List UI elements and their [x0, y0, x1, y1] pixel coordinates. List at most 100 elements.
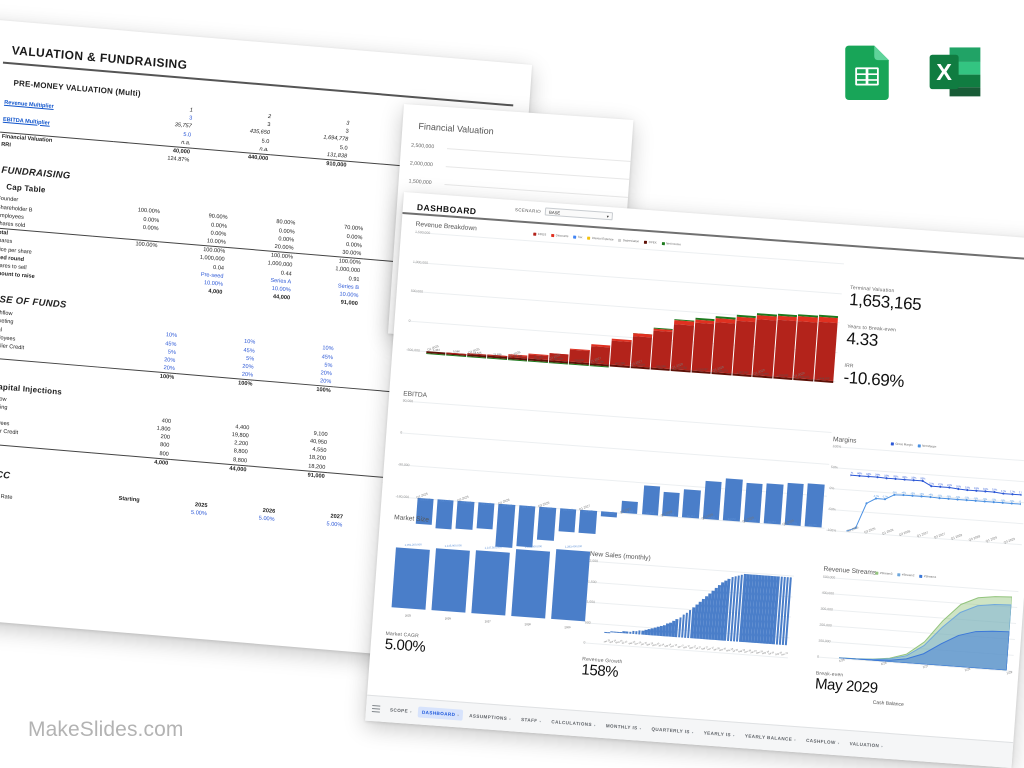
- point-data-label: 19%: [965, 485, 971, 489]
- data-point: [992, 501, 995, 504]
- chevron-down-icon[interactable]: ▾: [509, 716, 512, 721]
- axis-tick: 2,000,000: [409, 160, 434, 169]
- dashboard-sheet[interactable]: DASHBOARD SCENARIO BASE ▾ Revenue Breakd…: [365, 192, 1024, 768]
- data-point: [865, 502, 868, 505]
- x-tick-label: 2029: [564, 626, 571, 630]
- scenario-control[interactable]: SCENARIO BASE ▾: [514, 205, 614, 221]
- sheet-tab-quarterly-is[interactable]: QUARTERLY IS ▾: [647, 723, 698, 738]
- chevron-down-icon[interactable]: ▾: [691, 730, 694, 735]
- data-point: [930, 485, 933, 488]
- point-data-label: 22%: [947, 483, 953, 487]
- point-data-label: -5%: [1010, 499, 1016, 503]
- tab-label: YEARLY IS: [703, 730, 732, 738]
- chevron-down-icon[interactable]: ▾: [794, 737, 797, 742]
- y-tick-label: 2,000: [589, 558, 599, 564]
- chevron-down-icon[interactable]: ▾: [457, 712, 460, 717]
- scenario-dropdown[interactable]: BASE ▾: [544, 207, 614, 221]
- panel-new-sales: New Sales (monthly) 2,000 1,500 1,000 500 0 J…: [581, 551, 795, 696]
- point-data-label: 19%: [992, 487, 998, 491]
- plot-area: Jan 25 Mar 25 May 25 Jul 25 Sep 25 Nov 25 Jan …: [603, 562, 793, 657]
- y-tick-label: 0: [583, 640, 586, 645]
- legend-swatch: [897, 572, 901, 576]
- sheet-tab-assumptions[interactable]: ASSUMPTIONS ▾: [465, 710, 516, 725]
- point-data-label: -5%: [892, 490, 898, 494]
- data-point: [867, 475, 870, 478]
- chevron-down-icon[interactable]: ▾: [539, 718, 542, 723]
- y-tick-label: 1,000,000: [412, 259, 429, 265]
- app-icon-group: X: [838, 42, 984, 100]
- chevron-down-icon[interactable]: ▾: [837, 740, 840, 745]
- sheet-tab-valuation[interactable]: VALUATION ▾: [845, 738, 887, 752]
- tab-label: DASHBOARD: [421, 709, 456, 718]
- point-data-label: 33%: [911, 475, 917, 479]
- data-point: [921, 479, 924, 483]
- panel-revenue-breakdown: Revenue Breakdown COGS Discounts Tax Intere…: [405, 221, 845, 402]
- legend-swatch: [573, 235, 577, 239]
- tab-label: CALCULATIONS: [551, 719, 593, 728]
- sheet-tab-yearly-is[interactable]: YEARLY IS ▾: [699, 727, 739, 741]
- chart-revenue-streams: 500,000 400,000 300,000 200,000 100,000 0 1/25…: [817, 575, 1019, 675]
- y-tick-label: 0%: [829, 485, 835, 491]
- point-data-label: 33%: [920, 476, 926, 480]
- legend-swatch: [875, 571, 879, 575]
- x-tick-label: Jul 25: [621, 641, 629, 646]
- microsoft-excel-icon[interactable]: X: [926, 42, 984, 100]
- sheet-tab-calculations[interactable]: CALCULATIONS ▾: [547, 716, 600, 731]
- legend-swatch: [533, 232, 537, 236]
- y-tick-label: 100%: [832, 444, 842, 449]
- legend-label: #Stream3: [879, 570, 893, 576]
- axis-tick: 1,500,000: [408, 178, 432, 187]
- panel-revenue-streams: Revenue Streams #Stream3 #Stream2 #Stream1…: [814, 566, 1020, 720]
- legend-label: #Stream2: [901, 572, 915, 578]
- point-data-label: 17%: [1010, 489, 1016, 493]
- x-tick-label: 2028: [524, 623, 531, 627]
- axis-row: 2,000,000: [409, 160, 634, 182]
- plot-area: 1,344 5,560 13,525 29,636 60,661 111,343 169,9…: [426, 233, 842, 384]
- watermark: MakeSlides.com: [28, 718, 184, 741]
- point-data-label: 33%: [902, 475, 908, 479]
- sheet-tab-staff[interactable]: STAFF ▾: [517, 714, 546, 727]
- chart-new-sales: 2,000 1,500 1,000 500 0 Jan 25 Mar 25 May 25 Jul…: [583, 558, 794, 659]
- sheet-tab-dashboard[interactable]: DASHBOARD ▾: [417, 706, 464, 721]
- bar-data-label: 1,283,400,000: [564, 545, 583, 549]
- sheet-tab-scope[interactable]: SCOPE ▾: [386, 704, 417, 717]
- tab-label: STAFF: [520, 716, 538, 724]
- sheet-tab-monthly-is[interactable]: MONTHLY IS ▾: [601, 720, 645, 734]
- panel-market-size: Market Size 1,091,200,000 2025 1,145,900,0…: [384, 514, 594, 668]
- data-point: [858, 474, 861, 477]
- chevron-down-icon[interactable]: ▾: [639, 726, 642, 731]
- data-point: [885, 477, 888, 480]
- y-tick-label: -90,000: [397, 462, 410, 468]
- point-data-label: 17%: [1001, 489, 1007, 493]
- data-point: [883, 498, 887, 501]
- chevron-down-icon[interactable]: ▾: [732, 733, 736, 738]
- scenario-label: SCENARIO: [514, 206, 542, 214]
- chevron-down-icon[interactable]: ▾: [593, 722, 596, 727]
- chevron-down-icon[interactable]: ▾: [881, 743, 884, 749]
- data-point: [1002, 492, 1005, 495]
- legend-swatch: [661, 241, 665, 245]
- y-tick-label: 300,000: [820, 606, 833, 612]
- y-tick-label: 50%: [830, 465, 838, 470]
- sheet-tab-cashflow[interactable]: CASHFLOW ▾: [802, 735, 844, 749]
- tab-label: MONTHLY IS: [605, 723, 638, 731]
- data-point: [1001, 501, 1004, 504]
- sheet-tab-yearly-balance[interactable]: YEARLY BALANCE ▾: [740, 730, 800, 745]
- dashboard-body: Revenue Breakdown COGS Discounts Tax Intere…: [367, 214, 1024, 746]
- chart-market-size: 1,091,200,000 2025 1,145,900,000 2026 1,147,…: [387, 525, 593, 631]
- data-point: [965, 499, 968, 502]
- all-sheets-icon[interactable]: [371, 705, 381, 713]
- point-data-label: 33%: [893, 474, 899, 478]
- financial-valuation-title: Financial Valuation: [418, 121, 495, 137]
- chevron-down-icon[interactable]: ▾: [409, 709, 413, 714]
- legend-label: COGS: [537, 231, 547, 237]
- data-point: [957, 487, 960, 491]
- y-tick-label: 100,000: [818, 638, 831, 644]
- legend-swatch: [890, 441, 895, 446]
- chevron-down-icon: ▾: [606, 213, 610, 219]
- legend-label: #Stream1: [923, 574, 937, 580]
- point-data-label: 34%: [875, 472, 881, 476]
- google-sheets-icon[interactable]: [838, 42, 896, 100]
- data-point: [947, 497, 950, 500]
- bar: 1,145,900,000 2026: [431, 544, 470, 620]
